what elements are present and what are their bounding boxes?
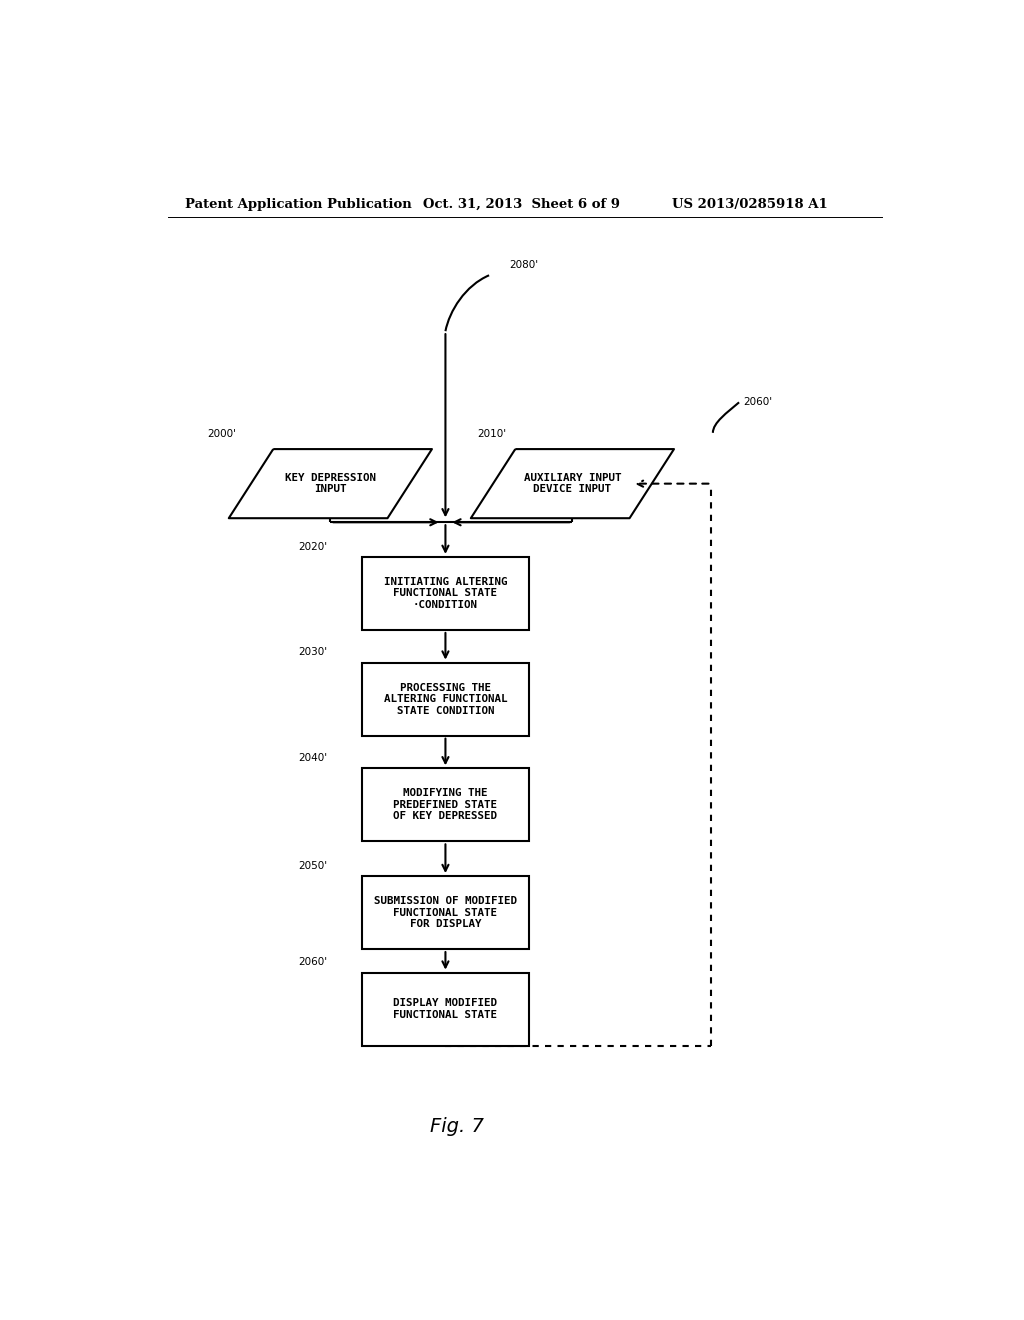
Text: 2060': 2060' <box>743 397 772 408</box>
Text: 2000': 2000' <box>207 429 237 440</box>
Bar <box>362 663 528 735</box>
Bar <box>362 876 528 949</box>
Bar <box>362 768 528 841</box>
Text: DISPLAY MODIFIED
FUNCTIONAL STATE: DISPLAY MODIFIED FUNCTIONAL STATE <box>393 998 498 1020</box>
Text: US 2013/0285918 A1: US 2013/0285918 A1 <box>672 198 827 211</box>
Text: 2020': 2020' <box>299 541 328 552</box>
Text: 2050': 2050' <box>299 861 328 871</box>
Text: Patent Application Publication: Patent Application Publication <box>185 198 412 211</box>
Text: INITIATING ALTERING
FUNCTIONAL STATE
·CONDITION: INITIATING ALTERING FUNCTIONAL STATE ·CO… <box>384 577 507 610</box>
Text: 2080': 2080' <box>509 260 538 271</box>
Text: Oct. 31, 2013  Sheet 6 of 9: Oct. 31, 2013 Sheet 6 of 9 <box>423 198 621 211</box>
Text: Fig. 7: Fig. 7 <box>430 1117 483 1135</box>
Text: AUXILIARY INPUT
DEVICE INPUT: AUXILIARY INPUT DEVICE INPUT <box>523 473 622 495</box>
Text: SUBMISSION OF MODIFIED
FUNCTIONAL STATE
FOR DISPLAY: SUBMISSION OF MODIFIED FUNCTIONAL STATE … <box>374 896 517 929</box>
Bar <box>362 973 528 1045</box>
Text: 2010': 2010' <box>477 429 506 440</box>
Bar <box>362 557 528 630</box>
Text: 2040': 2040' <box>299 754 328 763</box>
Text: 2030': 2030' <box>299 647 328 657</box>
Text: MODIFYING THE
PREDEFINED STATE
OF KEY DEPRESSED: MODIFYING THE PREDEFINED STATE OF KEY DE… <box>393 788 498 821</box>
Text: KEY DEPRESSION
INPUT: KEY DEPRESSION INPUT <box>285 473 376 495</box>
Text: PROCESSING THE
ALTERING FUNCTIONAL
STATE CONDITION: PROCESSING THE ALTERING FUNCTIONAL STATE… <box>384 682 507 715</box>
Text: 2060': 2060' <box>299 957 328 968</box>
